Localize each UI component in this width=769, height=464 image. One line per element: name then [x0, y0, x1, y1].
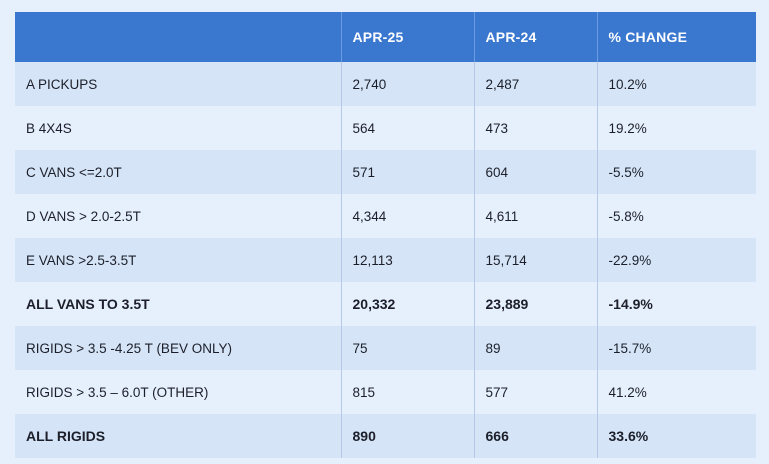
table-row: B 4X4S 564 473 19.2%	[15, 106, 756, 150]
header-apr-24: APR-24	[474, 12, 598, 62]
row-apr-25: 564	[341, 106, 475, 150]
table-row: E VANS >2.5-3.5T 12,113 15,714 -22.9%	[15, 238, 756, 282]
row-change: 41.2%	[608, 384, 647, 400]
row-label: ALL RIGIDS	[15, 414, 342, 458]
row-label: E VANS >2.5-3.5T	[15, 238, 342, 282]
header-apr-25: APR-25	[341, 12, 475, 62]
table-row-total: ALL RIGIDS 890 666 33.6%	[15, 414, 756, 458]
row-label: B 4X4S	[15, 106, 342, 150]
row-change: -5.8%	[608, 208, 644, 224]
row-apr-24: 15,714	[474, 238, 598, 282]
table-row: A PICKUPS 2,740 2,487 10.2%	[15, 62, 756, 106]
table-row: D VANS > 2.0-2.5T 4,344 4,611 -5.8%	[15, 194, 756, 238]
row-apr-25: 890	[341, 414, 475, 458]
row-label: D VANS > 2.0-2.5T	[15, 194, 342, 238]
row-change: 19.2%	[608, 120, 647, 136]
row-label: RIGIDS > 3.5 -4.25 T (BEV ONLY)	[15, 326, 342, 370]
row-apr-24: 473	[474, 106, 598, 150]
row-apr-25: 4,344	[341, 194, 475, 238]
row-apr-25: 2,740	[341, 62, 475, 106]
row-change: -22.9%	[608, 252, 652, 268]
row-apr-25: 20,332	[341, 282, 475, 326]
row-apr-25: 75	[341, 326, 475, 370]
row-apr-24: 89	[474, 326, 598, 370]
row-apr-24: 666	[474, 414, 598, 458]
header-percent-change: % CHANGE	[608, 29, 688, 45]
table-row: C VANS <=2.0T 571 604 -5.5%	[15, 150, 756, 194]
row-label: C VANS <=2.0T	[15, 150, 342, 194]
row-apr-24: 23,889	[474, 282, 598, 326]
row-apr-25: 12,113	[341, 238, 475, 282]
table-header-row: APR-25 APR-24 % CHANGE	[15, 12, 756, 62]
row-label: ALL VANS TO 3.5T	[15, 282, 342, 326]
row-change: -15.7%	[608, 340, 652, 356]
header-category	[15, 12, 342, 62]
row-change: -14.9%	[608, 296, 653, 312]
registrations-table: APR-25 APR-24 % CHANGE A PICKUPS 2,740 2…	[15, 12, 756, 458]
row-apr-24: 604	[474, 150, 598, 194]
row-change: 10.2%	[608, 76, 647, 92]
row-apr-25: 571	[341, 150, 475, 194]
row-change: -5.5%	[608, 164, 644, 180]
row-label: RIGIDS > 3.5 – 6.0T (OTHER)	[15, 370, 342, 414]
row-apr-24: 2,487	[474, 62, 598, 106]
table-row: RIGIDS > 3.5 -4.25 T (BEV ONLY) 75 89 -1…	[15, 326, 756, 370]
row-change: 33.6%	[608, 428, 649, 444]
row-label: A PICKUPS	[15, 62, 342, 106]
row-apr-25: 815	[341, 370, 475, 414]
row-apr-24: 4,611	[474, 194, 598, 238]
table-row: RIGIDS > 3.5 – 6.0T (OTHER) 815 577 41.2…	[15, 370, 756, 414]
table-row-total: ALL VANS TO 3.5T 20,332 23,889 -14.9%	[15, 282, 756, 326]
row-apr-24: 577	[474, 370, 598, 414]
